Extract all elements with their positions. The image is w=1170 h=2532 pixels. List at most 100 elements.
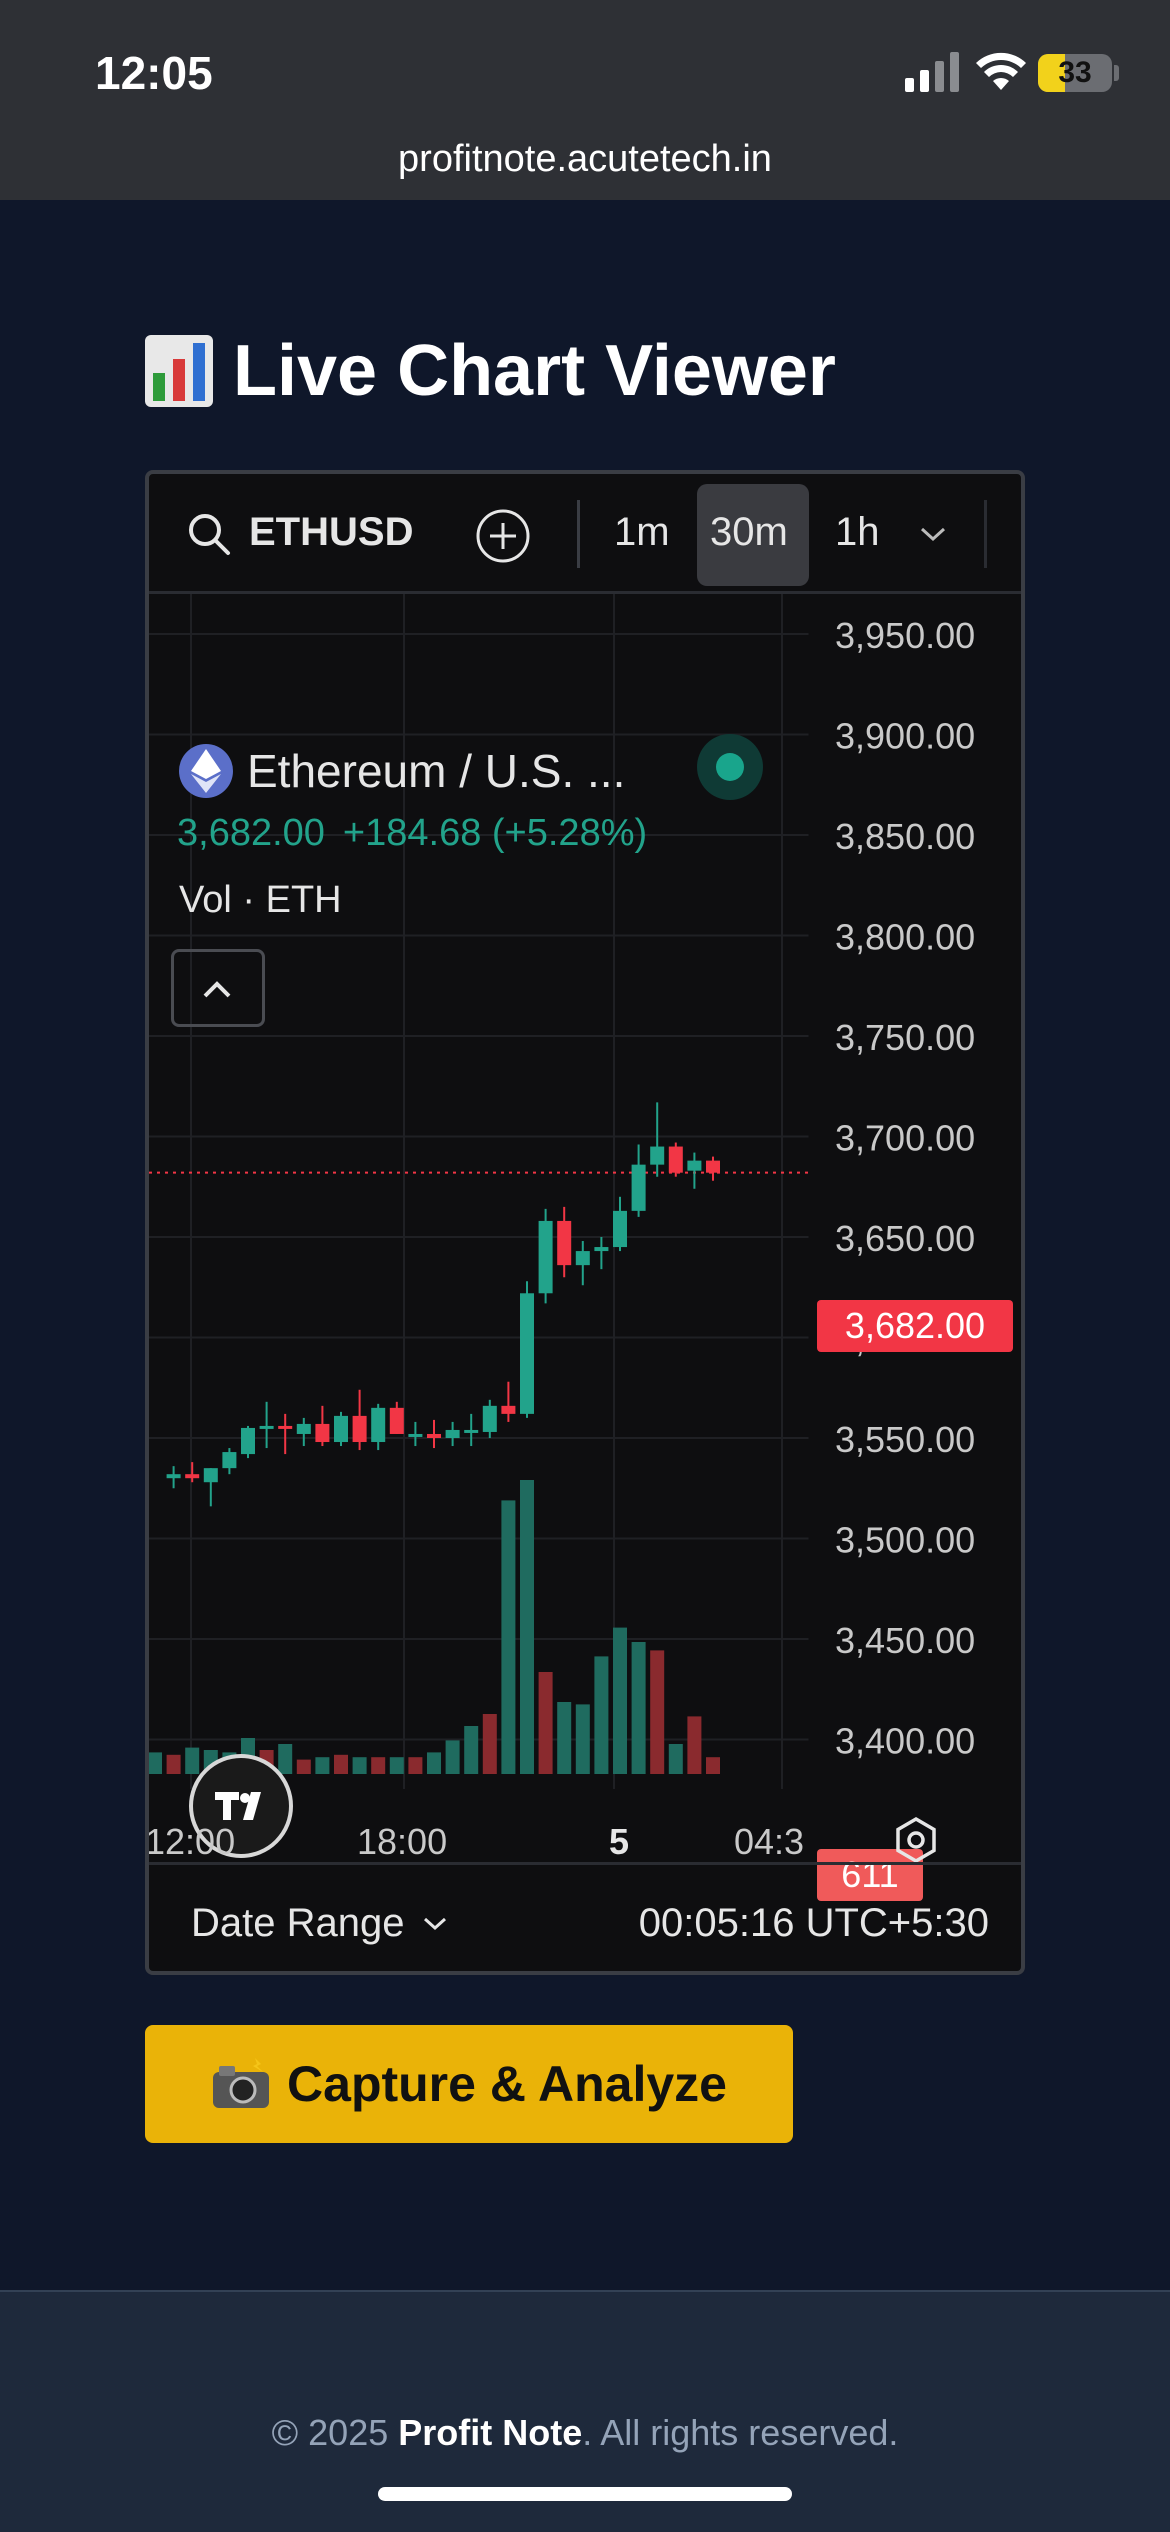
candle-body: [668, 1146, 683, 1173]
candle-body: [538, 1220, 553, 1294]
volume-bar: [315, 1757, 330, 1774]
volume-bar: [371, 1757, 386, 1774]
price-axis-tick: 3,450.00: [835, 1620, 975, 1661]
price-axis-tick: 3,550.00: [835, 1419, 975, 1460]
volume-bar: [296, 1759, 311, 1774]
price-axis-tick: 3,400.00: [835, 1721, 975, 1762]
volume-legend: Vol · ETH: [179, 879, 342, 921]
chevron-up-icon: [203, 981, 231, 998]
volume-bar: [408, 1757, 423, 1774]
candle-body: [371, 1407, 386, 1443]
candle-body: [203, 1468, 218, 1483]
candle-body: [557, 1220, 572, 1266]
date-range-button[interactable]: Date Range: [191, 1901, 448, 1946]
candle-body: [185, 1474, 200, 1479]
candle-body: [631, 1164, 646, 1211]
volume-bar: [482, 1714, 497, 1774]
price-axis-tick: 3,750.00: [835, 1017, 975, 1058]
collapse-legend-button[interactable]: [171, 949, 265, 1027]
timeframe-1m-button[interactable]: 1m: [614, 510, 670, 554]
battery-level: 33: [1058, 56, 1092, 89]
volume-bar: [594, 1656, 609, 1774]
date-range-label: Date Range: [191, 1901, 405, 1945]
candle-body: [650, 1146, 665, 1165]
candlestick-chart[interactable]: 3,950.00 3,900.00 3,850.00 3,800.00 3,750.00…: [149, 594, 1021, 1789]
timeframe-1h-button[interactable]: 1h: [835, 510, 880, 554]
volume-bar: [464, 1726, 479, 1774]
pair-name: Ethereum / U.S. ...: [247, 745, 626, 797]
address-bar-url[interactable]: profitnote.acutetech.in: [398, 138, 772, 180]
candle-body: [706, 1160, 720, 1173]
candle-body: [259, 1425, 274, 1429]
chevron-down-icon[interactable]: [919, 524, 947, 544]
page-title: Live Chart Viewer: [145, 330, 836, 412]
price-axis-tick: 3,650.00: [835, 1218, 975, 1259]
timezone-clock[interactable]: 00:05:16 UTC+5:30: [638, 1901, 989, 1945]
price-change: +184.68 (+5.28%): [342, 812, 648, 854]
candle-body: [278, 1425, 293, 1429]
time-tick: 5: [609, 1821, 630, 1862]
candle-body: [575, 1251, 590, 1266]
candle-body: [334, 1415, 348, 1443]
timeframe-30m-button[interactable]: 30m: [710, 510, 788, 554]
volume-bar: [166, 1754, 181, 1774]
browser-status-bar: 12:05 33 profitnote.acutetech.in: [0, 0, 1170, 200]
candle-body: [501, 1405, 516, 1414]
volume-bar: [352, 1757, 367, 1774]
wifi-icon: [976, 52, 1026, 90]
volume-bar: [149, 1752, 162, 1774]
candle-body: [222, 1452, 237, 1469]
chart-pane[interactable]: 3,950.00 3,900.00 3,850.00 3,800.00 3,750.00…: [149, 594, 1021, 1901]
symbol-search-button[interactable]: ETHUSD: [249, 510, 414, 554]
candle-body: [241, 1427, 255, 1455]
time-axis[interactable]: 12:00 18:00 5 04:3: [149, 1789, 1021, 1889]
volume-bar: [687, 1716, 702, 1774]
volume-value-label: 611: [817, 1849, 923, 1901]
home-indicator[interactable]: [378, 2487, 792, 2501]
volume-bar: [706, 1757, 720, 1774]
ethereum-logo-icon: [179, 744, 233, 798]
search-icon[interactable]: [187, 512, 231, 556]
candle-body: [594, 1247, 609, 1252]
capture-analyze-label: Capture & Analyze: [287, 2056, 727, 2112]
camera-flash-icon: [213, 2058, 270, 2108]
volume-bar: [575, 1704, 590, 1774]
volume-bar: [613, 1627, 627, 1774]
page-title-text: Live Chart Viewer: [233, 331, 836, 411]
volume-bar: [427, 1752, 441, 1774]
market-open-indicator: [697, 734, 763, 800]
volume-bar: [501, 1500, 516, 1774]
candle-body: [166, 1474, 181, 1479]
chevron-down-icon: [424, 1917, 447, 1930]
volume-bar: [520, 1480, 534, 1774]
volume-bar: [445, 1740, 460, 1774]
volume-bar: [650, 1650, 665, 1774]
time-tick: 18:00: [357, 1821, 448, 1862]
cellular-signal-icon: [905, 52, 959, 92]
tradingview-logo-icon[interactable]: [189, 1754, 293, 1858]
clock-time: 12:05: [95, 47, 213, 99]
price-axis-tick: 3,700.00: [835, 1118, 975, 1159]
capture-analyze-button[interactable]: Capture & Analyze: [145, 2025, 793, 2143]
candle-body: [427, 1433, 441, 1438]
settings-hexagon-icon[interactable]: [891, 1815, 941, 1865]
time-tick: 04:3: [734, 1821, 805, 1862]
volume-bar: [538, 1672, 553, 1774]
compare-add-icon[interactable]: [475, 508, 531, 564]
bar-chart-icon: [145, 335, 213, 407]
volume-bar: [278, 1744, 293, 1774]
copyright-text: © 2025 Profit Note. All rights reserved.: [271, 2412, 899, 2453]
candle-body: [389, 1407, 404, 1434]
volume-bar: [389, 1757, 404, 1774]
price-axis-tick: 3,500.00: [835, 1520, 975, 1561]
chart-widget: ETHUSD 1m 30m 1h 3,950.00 3,900.00 3,850.0…: [145, 470, 1025, 1975]
volume-bar: [185, 1747, 200, 1774]
last-price-label: 3,682.00: [817, 1300, 1013, 1352]
current-price: 3,682.00: [177, 812, 325, 854]
price-axis-tick: 3,800.00: [835, 917, 975, 958]
volume-bar: [631, 1642, 646, 1774]
candle-body: [315, 1423, 330, 1443]
timeframe-selected-highlight: [697, 484, 809, 586]
volume-bar: [334, 1754, 348, 1774]
volume-bar: [557, 1702, 572, 1774]
